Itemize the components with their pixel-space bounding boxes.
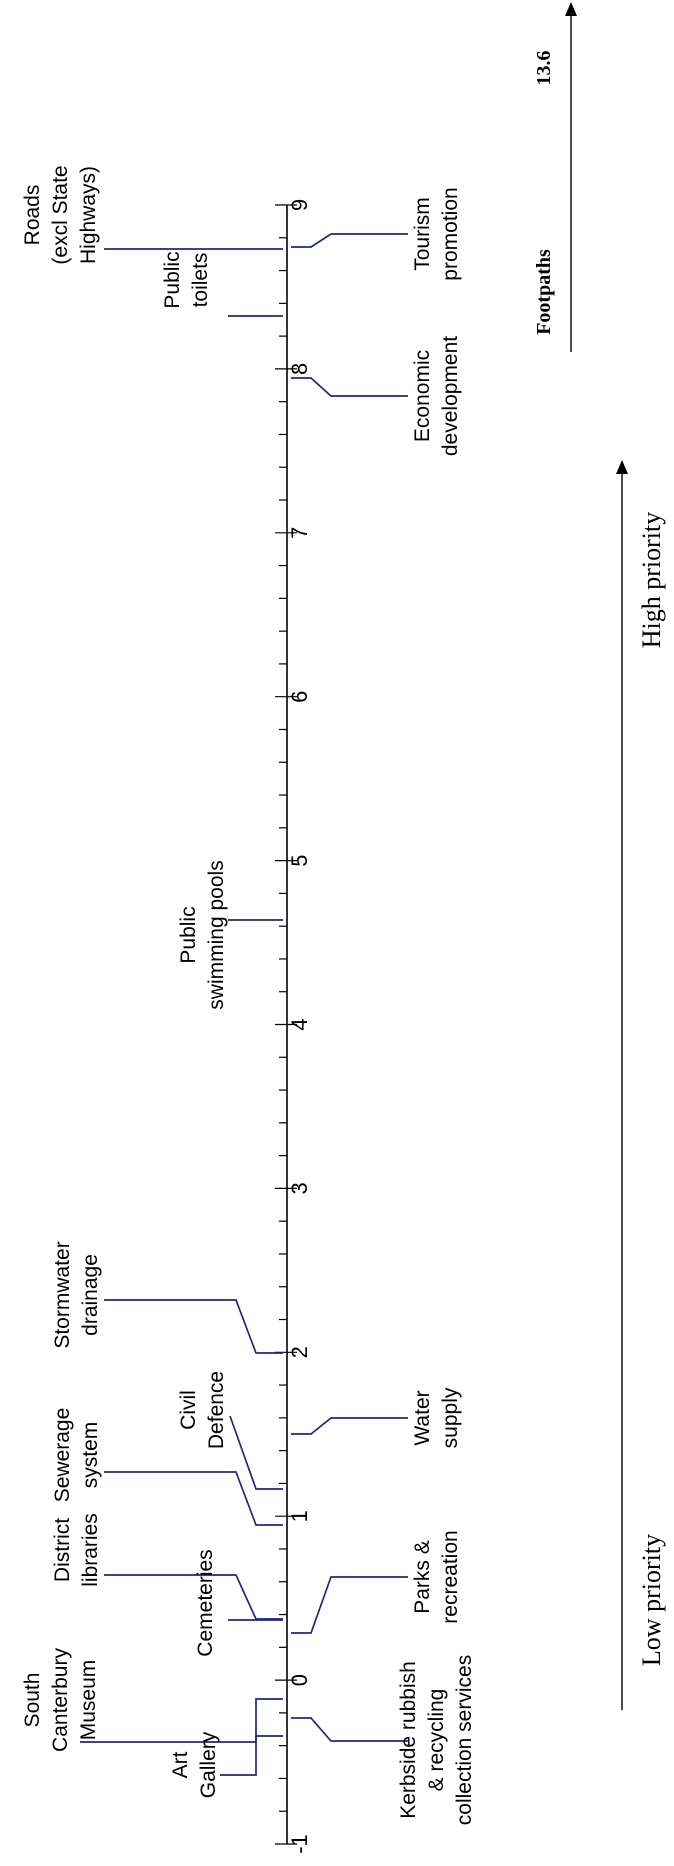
offscale-arrow-head	[565, 2, 577, 16]
label-water-supply: supply	[439, 1387, 462, 1448]
tick-label: 7	[287, 527, 312, 539]
label-civil-defence: Defence	[205, 1371, 228, 1449]
axis	[275, 204, 297, 1845]
label-water-supply: Water	[411, 1390, 434, 1445]
low-priority-label: Low priority	[637, 1534, 666, 1666]
leader-art-gallery	[220, 1735, 283, 1776]
label-kerbside-rubbish-recycling-collection-services: collection services	[453, 1655, 476, 1825]
leader-tourism-promotion	[291, 233, 408, 248]
tick-label: 2	[287, 1346, 312, 1358]
label-economic-development: Economic	[411, 350, 434, 442]
label-cemeteries: Cemeteries	[194, 1549, 217, 1656]
label-sewerage-system: Sewerage	[51, 1408, 74, 1503]
footpaths-offscale: Footpaths 13.6	[533, 2, 577, 352]
label-roads-excl-state-highways: Highways)	[77, 166, 100, 264]
label-public-swimming-pools: Public	[177, 906, 200, 963]
point-labels: Art Gallery South Canterbury Museum Cemeterie…	[21, 165, 476, 1825]
label-public-swimming-pools: swimming pools	[205, 860, 228, 1009]
high-priority-label: High priority	[637, 512, 666, 649]
label-kerbside-rubbish-recycling-collection-services: Kerbside rubbish	[397, 1661, 420, 1819]
label-roads-excl-state-highways: Roads	[21, 185, 44, 246]
tick-label: 1	[287, 1510, 312, 1522]
tick-labels: -1 0 1 2 3 4 5 6 7 8 9	[287, 199, 312, 1854]
label-south-canterbury-museum: South	[21, 1673, 44, 1728]
label-stormwater-drainage: Stormwater	[51, 1241, 74, 1348]
footpaths-label: Footpaths	[533, 249, 555, 335]
leader-lines	[80, 233, 408, 1776]
label-district-libraries: libraries	[79, 1513, 102, 1587]
label-art-gallery: Gallery	[197, 1731, 220, 1798]
priority-arrow-head	[616, 460, 628, 474]
tick-label: 5	[287, 854, 312, 866]
label-parks-recreation: recreation	[439, 1530, 462, 1623]
leader-water-supply	[291, 1417, 408, 1435]
label-south-canterbury-museum: Canterbury	[49, 1648, 72, 1752]
label-public-toilets: Public	[161, 251, 184, 308]
label-stormwater-drainage: drainage	[79, 1254, 102, 1336]
leader-economic-development	[291, 377, 408, 397]
tick-label: 0	[287, 1674, 312, 1686]
label-tourism-promotion: promotion	[439, 187, 462, 280]
leader-parks-recreation	[291, 1576, 408, 1634]
leader-sewerage-system	[104, 1471, 283, 1526]
label-civil-defence: Civil	[177, 1390, 200, 1430]
tick-label: -1	[287, 1834, 312, 1854]
label-roads-excl-state-highways: (excl State	[49, 165, 72, 264]
tick-label: 3	[287, 1182, 312, 1194]
label-south-canterbury-museum: Museum	[77, 1660, 100, 1741]
leader-civil-defence	[229, 1415, 283, 1490]
label-kerbside-rubbish-recycling-collection-services: & recycling	[425, 1689, 448, 1792]
leader-stormwater-drainage	[104, 1299, 283, 1354]
label-tourism-promotion: Tourism	[411, 197, 434, 271]
footpaths-value: 13.6	[533, 51, 555, 86]
priority-legend: Low priority High priority	[616, 460, 666, 1710]
label-art-gallery: Art	[169, 1751, 192, 1778]
tick-label: 8	[287, 363, 312, 375]
label-public-toilets: toilets	[189, 253, 212, 308]
label-parks-recreation: Parks &	[411, 1540, 434, 1614]
leader-district-libraries	[104, 1574, 283, 1620]
label-economic-development: development	[439, 336, 462, 456]
tick-label: 6	[287, 691, 312, 703]
leader-south-canterbury-museum	[80, 1698, 283, 1743]
leader-kerbside-rubbish-recycling-collection-services	[291, 1717, 408, 1742]
tick-label: 4	[287, 1018, 312, 1030]
label-district-libraries: District	[51, 1518, 74, 1582]
label-sewerage-system: system	[79, 1422, 102, 1489]
tick-label: 9	[287, 199, 312, 211]
